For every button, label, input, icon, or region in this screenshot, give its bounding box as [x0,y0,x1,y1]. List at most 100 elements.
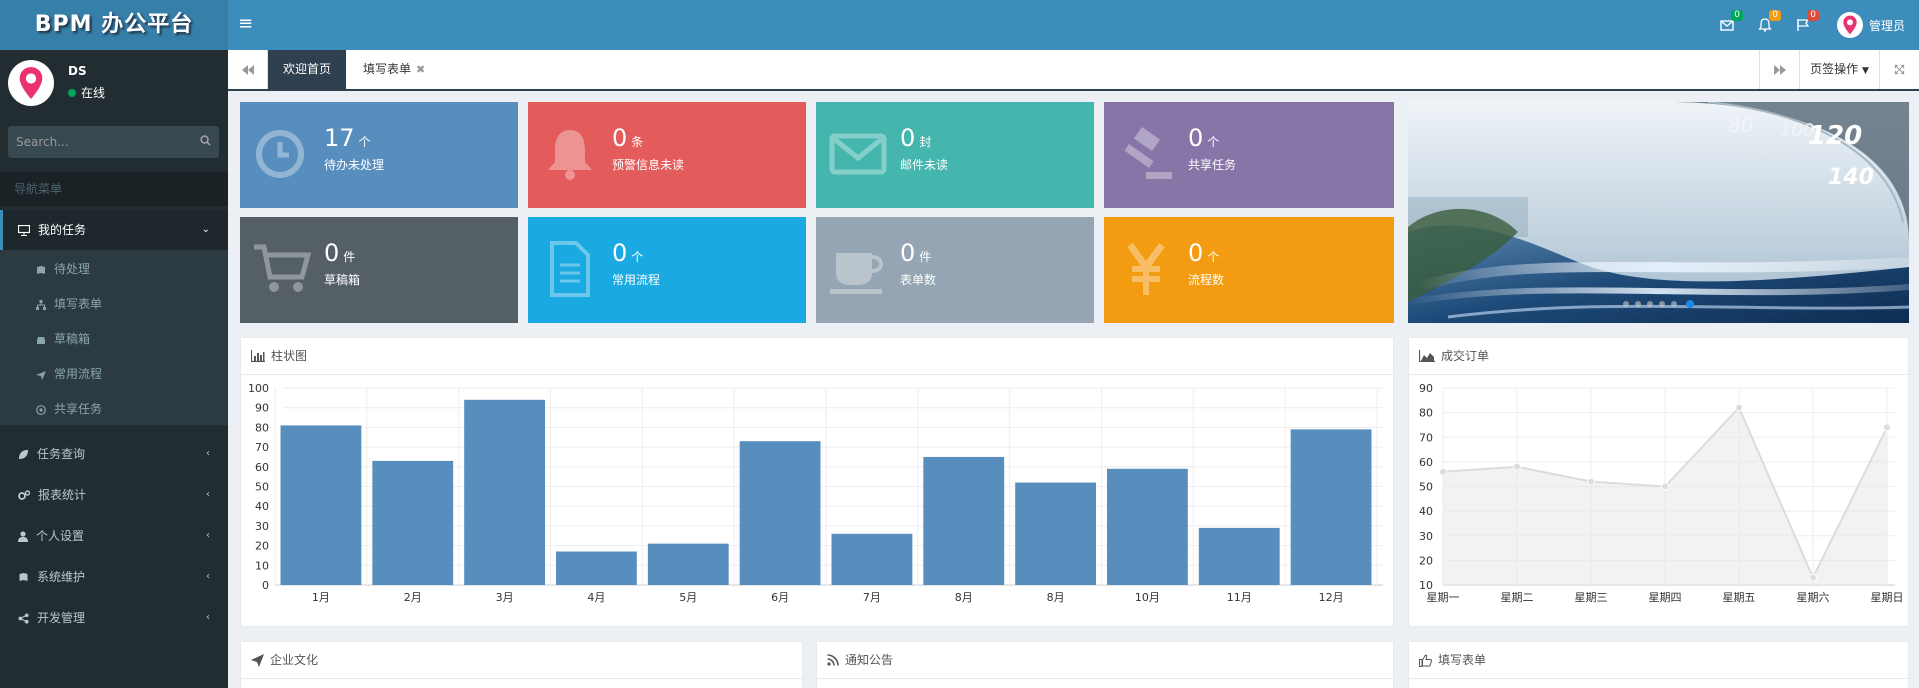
tile-label: 预警信息未读 [612,158,685,172]
paper-plane-icon [251,653,264,667]
tab-fill-form[interactable]: 填写表单 ✖ [348,50,440,89]
user-menu[interactable]: 管理员 [1836,12,1905,38]
sidebar-item-dev-management[interactable]: 开发管理 ‹ [0,598,228,638]
sidebar-item-task-query[interactable]: 任务查询 ‹ [0,434,228,474]
tab-scroll-left-button[interactable] [228,50,268,89]
map-pin-icon [1843,15,1857,35]
svg-text:80: 80 [1728,113,1753,137]
submenu-item-label: 填写表单 [54,297,103,311]
tasks-button[interactable]: 0 [1791,10,1819,37]
panel-title: 成交订单 [1441,348,1490,363]
tab-operations-dropdown[interactable]: 页签操作 ▼ [1799,50,1879,89]
gavel-icon [1124,126,1172,179]
submenu-item-drafts[interactable]: 草稿箱 [0,322,228,357]
book-icon [37,265,45,274]
bar [1015,482,1096,585]
clock-icon [256,130,304,178]
x-tick-label: 星期日 [1871,591,1904,604]
messages-button[interactable]: 0 [1715,10,1743,37]
sidebar-item-label: 报表统计 [38,488,87,502]
sidebar-item-label: 系统维护 [37,570,86,584]
flag-icon [1797,19,1810,31]
search-input[interactable] [8,126,188,158]
x-tick-label: 8月 [1047,591,1065,604]
submenu-item-shared-tasks[interactable]: 共享任务 [0,392,228,427]
y-tick-label: 60 [1419,456,1433,469]
bar [372,460,454,585]
online-status-dot [68,88,76,97]
submenu-item-label: 常用流程 [54,367,103,381]
notice-panel: 通知公告 [816,641,1394,688]
banner-carousel[interactable]: 80 100 120 140 km/h [1408,102,1909,323]
tab-label: 填写表单 [363,62,412,76]
x-tick-label: 12月 [1319,591,1344,604]
tile-label: 共享任务 [1188,158,1237,172]
caret-down-icon: ▼ [1861,66,1869,76]
y-tick-label: 10 [1419,579,1433,592]
y-tick-label: 40 [255,500,269,513]
x-tick-label: 7月 [863,591,881,604]
search-button[interactable] [200,135,211,150]
line-chart: 10 20 30 40 50 60 70 80 90 星期一 星期二 星期三 星期四 星期五 星期六 星期日 [1419,382,1904,604]
y-tick-label: 80 [255,421,269,434]
search-icon [200,135,211,146]
panel-header: 通知公告 [817,642,1393,679]
chevron-left-icon: ‹ [206,571,210,582]
app-logo[interactable]: BPM 办公平台 [0,0,228,50]
y-tick-label: 20 [1419,554,1433,567]
forward-icon [1773,64,1786,75]
submenu-item-fill-form[interactable]: 填写表单 [0,287,228,322]
file-icon [550,241,590,297]
bar-chart-panel: 柱状图 0 10 20 30 40 50 60 70 80 90 100 1月 2月 3月 4月 5月 6月 7月… [240,337,1394,627]
my-tasks-submenu: 待处理 填写表单 草稿箱 常用流程 共享任务 [0,250,228,425]
tile-label: 表单数 [900,273,937,287]
chevron-left-icon: ‹ [206,448,210,459]
sidebar-item-system-maintenance[interactable]: 系统维护 ‹ [0,557,228,597]
area-chart-icon [1419,350,1435,362]
fullscreen-button[interactable] [1879,50,1919,89]
sidebar-item-label: 我的任务 [38,223,87,237]
monitor-icon [18,224,30,236]
expand-icon [1894,64,1905,75]
user-icon [18,530,28,542]
data-point [1661,482,1669,491]
tab-welcome[interactable]: 欢迎首页 [268,50,347,89]
sidebar-item-reports[interactable]: 报表统计 ‹ [0,475,228,515]
notifications-button[interactable]: 0 [1753,10,1781,37]
panel-header: 填写表单 [1409,642,1908,679]
y-tick-label: 40 [1419,505,1433,518]
sidebar-item-personal-settings[interactable]: 个人设置 ‹ [0,516,228,556]
tile-pending-tasks[interactable]: 17 个 待办未处理 [240,102,518,208]
bar [1107,468,1188,585]
sidebar-item-my-tasks[interactable]: 我的任务 ⌄ [0,210,228,250]
submenu-item-pending[interactable]: 待处理 [0,252,228,287]
sidebar-item-label: 任务查询 [37,447,86,461]
close-icon[interactable]: ✖ [416,63,426,76]
x-tick-label: 星期五 [1723,591,1756,604]
x-tick-label: 8月 [955,591,973,604]
sidebar-toggle-button[interactable]: ≡ [238,13,254,34]
envelope-icon [829,133,887,175]
svg-text:km/h: km/h [1753,154,1778,165]
bar [923,456,1005,585]
tab-scroll-right-button[interactable] [1759,50,1799,89]
status-text: 在线 [81,86,106,100]
bell-icon [548,130,592,180]
tab-bar: 欢迎首页 填写表单 ✖ 页签操作 ▼ [228,50,1919,91]
sitemap-icon [36,299,46,310]
submenu-item-common-flows[interactable]: 常用流程 [0,357,228,392]
svg-text:100: 100 [1780,120,1814,141]
y-tick-label: 0 [262,579,269,592]
panel-header: 成交订单 [1409,338,1908,375]
